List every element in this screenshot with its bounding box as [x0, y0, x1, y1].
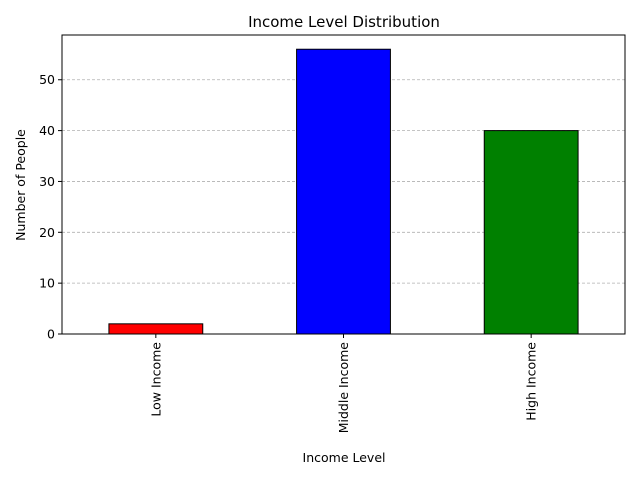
bar-middle-income	[296, 48, 391, 335]
y-axis-label: Number of People	[13, 129, 28, 241]
y-axis-ticks: 0 10 20 30 40 50	[39, 72, 62, 342]
y-tick-label: 30	[39, 174, 55, 189]
x-tick-label: Low Income	[148, 342, 163, 417]
chart-title: Income Level Distribution	[248, 13, 440, 31]
x-axis-ticks: Low Income Middle Income High Income	[148, 334, 539, 434]
y-tick-label: 0	[47, 327, 55, 342]
y-tick-label: 20	[39, 225, 55, 240]
x-tick-label: High Income	[524, 342, 539, 421]
bar-high-income	[483, 130, 579, 335]
bar-low-income	[108, 323, 204, 335]
x-axis-label: Income Level	[303, 450, 386, 465]
bars	[108, 48, 579, 335]
y-tick-label: 40	[39, 123, 55, 138]
x-tick-label: Middle Income	[336, 342, 351, 434]
y-tick-label: 50	[39, 72, 55, 87]
y-tick-label: 10	[39, 276, 55, 291]
